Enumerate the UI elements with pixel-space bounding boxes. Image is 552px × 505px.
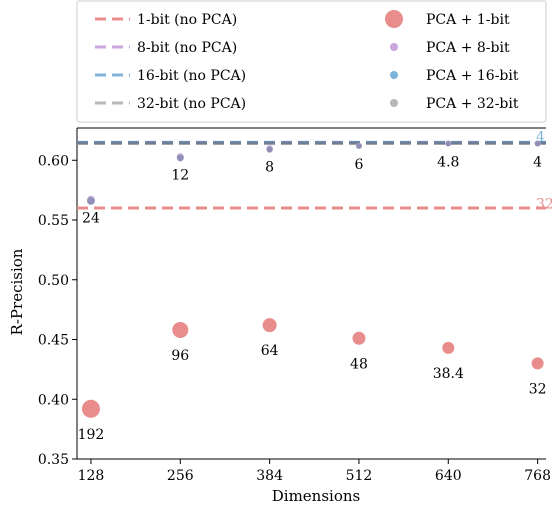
legend-label: PCA + 8-bit <box>426 40 510 56</box>
point-label: 12 <box>171 168 189 184</box>
data-point <box>81 399 100 418</box>
edge-label: 4 <box>536 130 545 146</box>
point-label: 96 <box>171 348 189 364</box>
legend-label: 8-bit (no PCA) <box>137 40 237 56</box>
y-tick-label: 0.35 <box>38 452 69 468</box>
point-label: 48 <box>350 356 368 372</box>
legend-box <box>76 0 547 123</box>
y-tick-label: 0.45 <box>38 333 69 349</box>
x-tick-label: 640 <box>435 468 462 484</box>
data-point <box>262 318 277 333</box>
x-tick-label: 512 <box>346 468 373 484</box>
data-point <box>534 140 541 147</box>
point-label: 4 <box>533 155 542 171</box>
data-point <box>352 331 366 345</box>
data-point <box>356 143 362 149</box>
edge-label: 32 <box>536 196 552 212</box>
point-label: 64 <box>261 343 279 359</box>
y-tick-label: 0.40 <box>38 392 69 408</box>
data-point <box>177 154 184 162</box>
legend-label: PCA + 1-bit <box>426 12 510 28</box>
x-tick-label: 128 <box>78 468 105 484</box>
legend-marker-swatch <box>390 99 398 107</box>
legend-label: 1-bit (no PCA) <box>137 12 237 28</box>
data-point <box>531 357 544 370</box>
point-label: 192 <box>78 427 105 443</box>
point-label: 6 <box>354 157 363 173</box>
data-point <box>87 197 95 205</box>
legend-label: PCA + 32-bit <box>426 96 519 112</box>
legend-label: PCA + 16-bit <box>426 68 519 84</box>
data-point <box>266 146 273 153</box>
legend-label: 32-bit (no PCA) <box>137 96 246 112</box>
point-label: 8 <box>265 159 274 175</box>
legend: 1-bit (no PCA) 8-bit (no PCA) 16-bit (no P… <box>95 10 519 112</box>
x-axis-label: Dimensions <box>272 487 360 505</box>
y-tick-label: 0.55 <box>38 213 69 229</box>
y-axis-label: R-Precision <box>8 248 26 335</box>
point-label: 38.4 <box>433 366 464 382</box>
legend-marker-swatch <box>385 10 403 28</box>
x-tick-label: 768 <box>524 468 551 484</box>
data-point <box>442 341 455 354</box>
data-point <box>172 321 189 338</box>
point-label: 24 <box>82 211 100 227</box>
point-label: 4.8 <box>437 155 459 171</box>
legend-label: 16-bit (no PCA) <box>137 68 246 84</box>
x-tick-label: 256 <box>167 468 194 484</box>
x-tick-label: 384 <box>256 468 283 484</box>
legend-marker-swatch <box>390 43 398 51</box>
data-point <box>445 140 451 147</box>
y-tick-label: 0.50 <box>38 273 69 289</box>
legend-marker-swatch <box>390 71 398 79</box>
point-label: 32 <box>529 381 547 397</box>
y-tick-label: 0.60 <box>38 153 69 169</box>
